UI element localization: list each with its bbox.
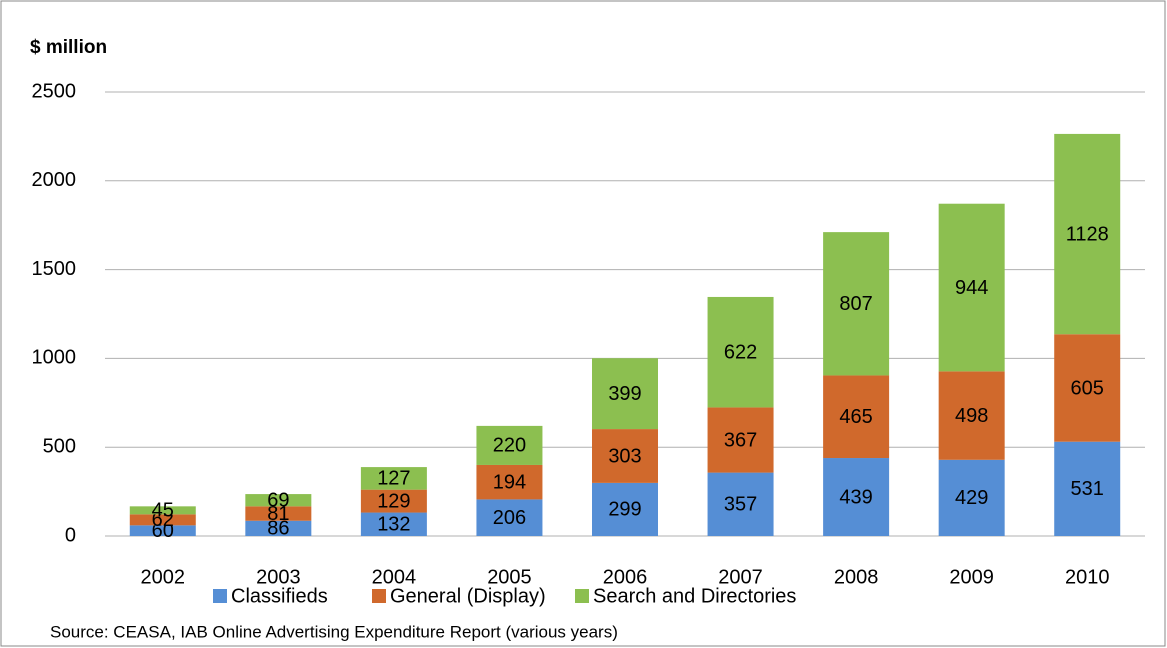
y-tick-label: 2000 <box>32 169 77 191</box>
data-label: 531 <box>1071 478 1104 500</box>
bar-segment <box>129 525 196 536</box>
bar-segment <box>129 506 196 515</box>
x-tick-label: 2010 <box>1065 566 1110 588</box>
bar-segment <box>592 429 658 483</box>
x-tick-label: 2009 <box>949 566 994 588</box>
x-tick-label: 2006 <box>603 566 648 588</box>
data-label: 69 <box>267 489 289 511</box>
bar-segment <box>938 371 1005 460</box>
x-tick-label: 2005 <box>487 566 532 588</box>
data-label: 303 <box>608 445 641 467</box>
data-label: 62 <box>152 509 174 531</box>
bar-segment <box>592 358 658 430</box>
x-tick-label: 2007 <box>718 566 763 588</box>
y-tick-label: 0 <box>65 524 76 546</box>
legend-label: Search and Directories <box>593 585 796 607</box>
bar-segment <box>592 482 658 536</box>
data-label: 45 <box>152 500 174 522</box>
y-tick-label: 1000 <box>32 347 77 369</box>
legend-swatch <box>213 589 227 603</box>
bar-segment <box>823 375 890 459</box>
data-label: 1128 <box>1066 223 1109 245</box>
bar-segment <box>707 472 774 536</box>
data-label: 129 <box>377 490 410 512</box>
data-label: 498 <box>955 405 988 427</box>
bar-segment <box>707 407 774 473</box>
x-tick-label: 2004 <box>372 566 417 588</box>
data-label: 60 <box>152 520 174 542</box>
bar-segment <box>938 459 1005 536</box>
data-label: 944 <box>955 277 988 299</box>
data-label: 86 <box>267 518 289 540</box>
bar-segment <box>476 464 543 500</box>
source-note: Source: CEASA, IAB Online Advertising Ex… <box>50 622 618 641</box>
bar-segment <box>129 514 196 526</box>
bar-segment <box>476 499 543 536</box>
bar-segment <box>823 458 890 536</box>
data-label: 439 <box>839 486 872 508</box>
data-label: 81 <box>267 503 289 525</box>
bar-segment <box>360 467 427 490</box>
bar-segment <box>245 506 312 521</box>
bar-segment <box>1054 334 1121 442</box>
y-tick-label: 500 <box>43 435 76 457</box>
data-label: 132 <box>377 514 410 536</box>
y-tick-label: 1500 <box>32 258 77 280</box>
data-label: 465 <box>839 406 872 428</box>
bar-segment <box>823 232 890 376</box>
bar-segment <box>1054 441 1121 536</box>
legend-swatch <box>575 589 589 603</box>
data-label: 367 <box>724 429 757 451</box>
y-tick-label: 2500 <box>32 80 77 102</box>
data-label: 807 <box>839 293 872 315</box>
x-tick-label: 2003 <box>256 566 301 588</box>
data-label: 194 <box>493 471 526 493</box>
bar-segment <box>245 520 312 536</box>
bar-segment <box>707 296 774 408</box>
data-label: 206 <box>493 507 526 529</box>
bar-segment <box>360 489 427 513</box>
data-label: 429 <box>955 487 988 509</box>
bar-segment <box>245 494 312 507</box>
legend-label: Classifieds <box>231 585 328 607</box>
legend-label: General (Display) <box>390 585 546 607</box>
x-tick-label: 2002 <box>141 566 186 588</box>
bar-segment <box>1054 133 1121 335</box>
bar-segment <box>938 203 1005 372</box>
bar-segment <box>360 512 427 536</box>
data-label: 605 <box>1071 377 1104 399</box>
legend-swatch <box>372 589 386 603</box>
data-label: 357 <box>724 494 757 516</box>
data-label: 622 <box>724 341 757 363</box>
data-label: 299 <box>608 499 641 521</box>
x-tick-label: 2008 <box>834 566 879 588</box>
data-label: 127 <box>377 468 410 490</box>
bar-segment <box>476 425 543 465</box>
data-label: 220 <box>493 435 526 457</box>
data-label: 399 <box>608 383 641 405</box>
chart-title: $ million <box>30 37 107 58</box>
